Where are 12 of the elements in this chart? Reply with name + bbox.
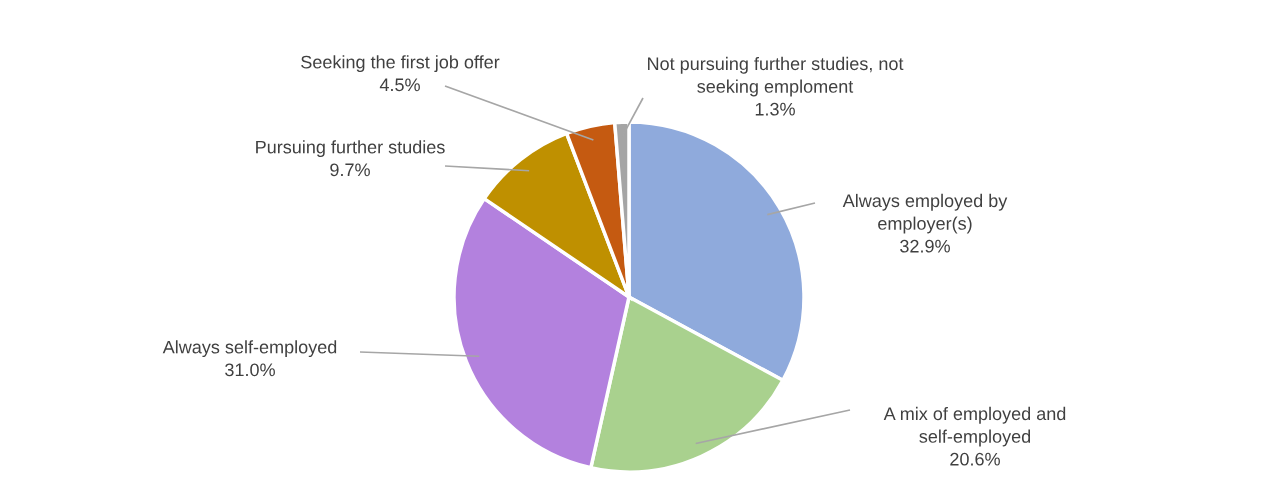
slice-label: Not pursuing further studies, not seeking emploment xyxy=(648,56,904,97)
data-label: 9.7% xyxy=(330,163,370,177)
data-label: 31.0% xyxy=(225,363,275,377)
data-label: 32.9% xyxy=(900,239,950,253)
slice-label: Pursuing further studies xyxy=(256,140,445,158)
data-label: 1.3% xyxy=(755,102,795,116)
data-label: 20.6% xyxy=(950,452,1000,466)
slice-label: Seeking the first job offer xyxy=(301,55,500,73)
slice-label: Always employed by employer(s) xyxy=(842,193,1008,234)
slice-label: A mix of employed and self-employed xyxy=(883,406,1066,447)
data-label: 4.5% xyxy=(379,78,420,92)
slice-label: Always self-employed xyxy=(162,340,337,358)
